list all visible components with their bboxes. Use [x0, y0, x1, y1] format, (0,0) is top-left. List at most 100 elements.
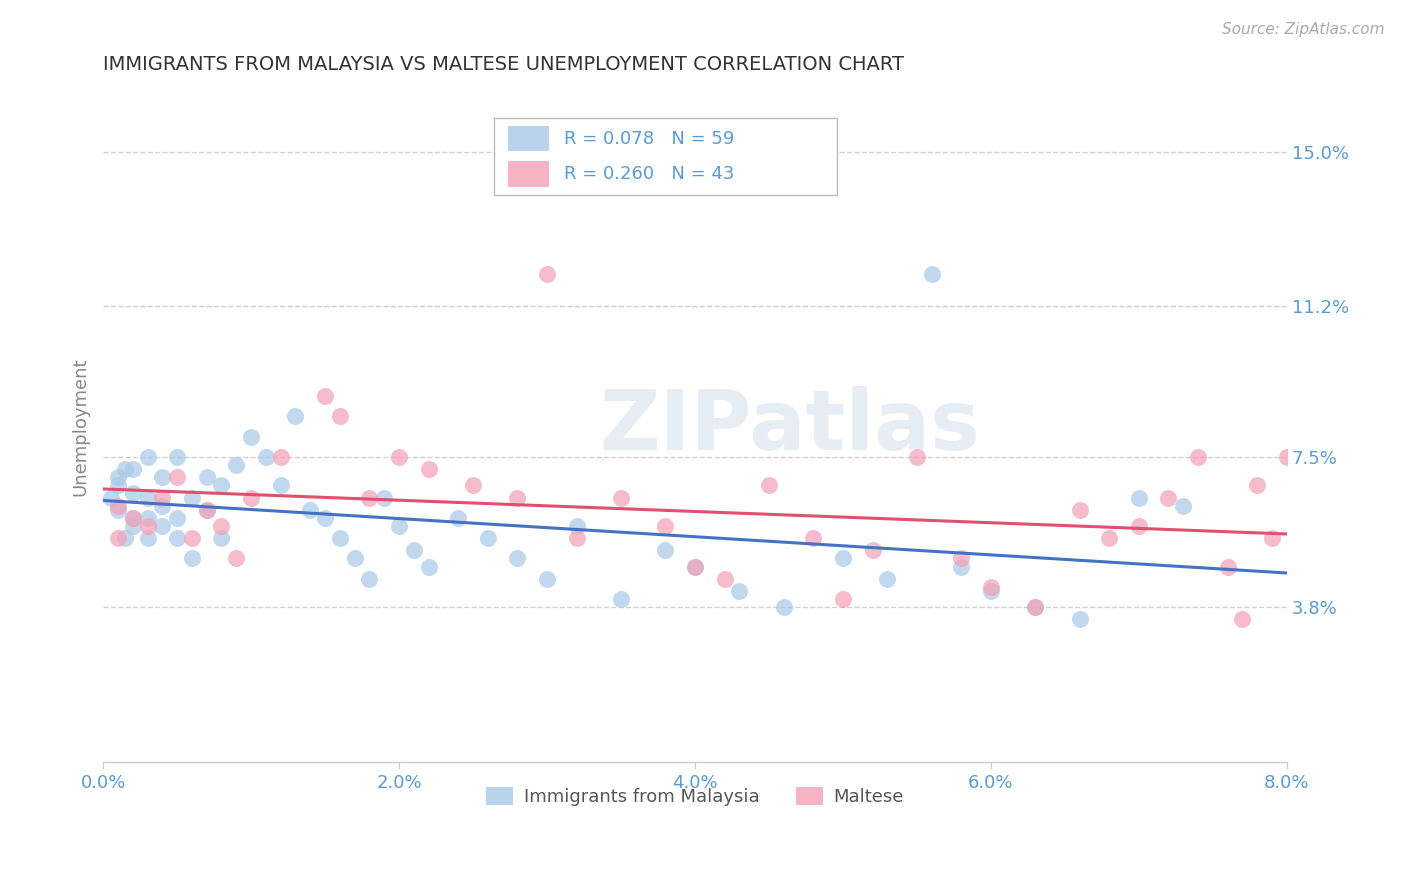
Point [150, 499, 173, 513]
Point [359, 491, 381, 505]
Point [1187, 450, 1209, 464]
Point [211, 531, 233, 545]
Y-axis label: Unemployment: Unemployment [72, 357, 89, 496]
Point [758, 478, 780, 492]
Point [1261, 531, 1284, 545]
Point [1157, 491, 1180, 505]
Point [1128, 491, 1150, 505]
Point [1128, 519, 1150, 533]
Point [876, 572, 898, 586]
Point [506, 551, 529, 566]
Point [121, 511, 143, 525]
FancyBboxPatch shape [508, 126, 550, 152]
Point [713, 572, 735, 586]
Point [284, 409, 307, 424]
Point [683, 559, 706, 574]
Point [862, 543, 884, 558]
Point [388, 450, 411, 464]
Point [461, 478, 484, 492]
Point [536, 267, 558, 281]
Point [1275, 450, 1298, 464]
Point [565, 519, 588, 533]
FancyBboxPatch shape [494, 118, 837, 195]
Point [314, 389, 336, 403]
Point [225, 458, 247, 472]
Point [166, 470, 188, 484]
Point [195, 470, 218, 484]
Point [801, 531, 824, 545]
FancyBboxPatch shape [508, 161, 550, 187]
Point [240, 491, 263, 505]
Text: R = 0.260   N = 43: R = 0.260 N = 43 [564, 165, 734, 183]
Point [343, 551, 366, 566]
Point [166, 450, 188, 464]
Point [905, 450, 928, 464]
Point [418, 462, 440, 476]
Point [114, 531, 136, 545]
Point [950, 559, 973, 574]
Point [166, 531, 188, 545]
Point [100, 491, 122, 505]
Point [107, 502, 129, 516]
Point [980, 584, 1002, 599]
Point [166, 511, 188, 525]
Point [270, 450, 292, 464]
Point [728, 584, 751, 599]
Point [180, 491, 202, 505]
Text: Source: ZipAtlas.com: Source: ZipAtlas.com [1222, 22, 1385, 37]
Point [832, 592, 855, 607]
Point [136, 450, 159, 464]
Point [121, 462, 143, 476]
Point [418, 559, 440, 574]
Point [565, 531, 588, 545]
Point [180, 531, 202, 545]
Point [211, 519, 233, 533]
Point [136, 531, 159, 545]
Point [107, 478, 129, 492]
Point [1173, 499, 1195, 513]
Point [299, 502, 322, 516]
Point [136, 491, 159, 505]
Point [1246, 478, 1268, 492]
Point [654, 519, 676, 533]
Point [506, 491, 529, 505]
Point [195, 502, 218, 516]
Point [270, 478, 292, 492]
Point [950, 551, 973, 566]
Point [107, 470, 129, 484]
Point [447, 511, 470, 525]
Point [402, 543, 425, 558]
Point [772, 600, 794, 615]
Point [240, 429, 263, 443]
Point [683, 559, 706, 574]
Point [1069, 502, 1091, 516]
Point [359, 572, 381, 586]
Point [832, 551, 855, 566]
Point [107, 531, 129, 545]
Point [114, 462, 136, 476]
Point [211, 478, 233, 492]
Point [136, 519, 159, 533]
Point [150, 470, 173, 484]
Point [254, 450, 277, 464]
Point [921, 267, 943, 281]
Point [121, 486, 143, 500]
Point [195, 502, 218, 516]
Legend: Immigrants from Malaysia, Maltese: Immigrants from Malaysia, Maltese [479, 780, 911, 814]
Point [225, 551, 247, 566]
Point [654, 543, 676, 558]
Point [1069, 612, 1091, 626]
Point [1098, 531, 1121, 545]
Point [1024, 600, 1046, 615]
Point [314, 511, 336, 525]
Point [536, 572, 558, 586]
Point [121, 519, 143, 533]
Point [477, 531, 499, 545]
Point [373, 491, 395, 505]
Point [180, 551, 202, 566]
Point [610, 592, 633, 607]
Point [610, 491, 633, 505]
Point [107, 499, 129, 513]
Point [329, 531, 352, 545]
Point [136, 511, 159, 525]
